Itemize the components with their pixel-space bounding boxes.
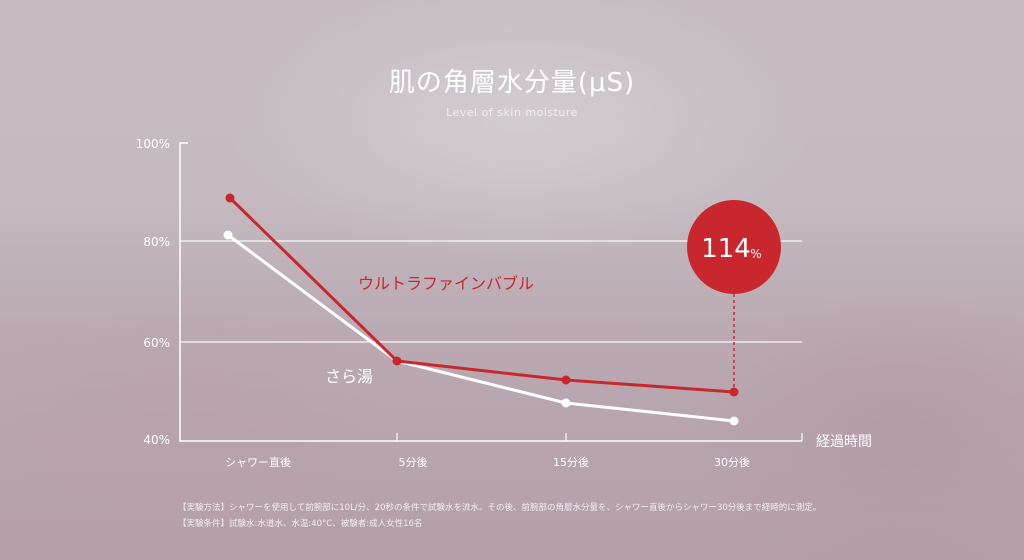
chart-subtitle: Level of skin moisture bbox=[446, 106, 578, 119]
x-tick-15min: 15分後 bbox=[553, 455, 589, 469]
series-label-sarayu: さら湯 bbox=[325, 367, 373, 386]
data-point bbox=[392, 356, 402, 366]
series-ultrafine-bubble bbox=[225, 193, 739, 397]
series-label-ultrafine: ウルトラファインバブル bbox=[358, 274, 534, 293]
y-tick-100: 100% bbox=[136, 137, 170, 151]
axes bbox=[179, 142, 803, 442]
data-point bbox=[561, 375, 571, 385]
y-axis-labels: 100% 80% 60% 40% bbox=[136, 137, 170, 447]
badge-value: 114 bbox=[701, 234, 751, 264]
chart-title: 肌の角層水分量(μS) bbox=[388, 68, 636, 98]
data-point bbox=[225, 193, 235, 203]
data-point bbox=[223, 230, 233, 240]
x-axis-title: 経過時間 bbox=[816, 434, 872, 450]
data-point bbox=[729, 416, 739, 426]
data-point bbox=[561, 398, 571, 408]
experiment-conditions-note: 【実験条件】試験水:水道水、水温:40°C、被験者:成人女性16名 bbox=[178, 519, 423, 529]
y-tick-40: 40% bbox=[143, 433, 170, 447]
y-tick-80: 80% bbox=[143, 235, 170, 249]
x-tick-immediately: シャワー直後 bbox=[225, 455, 291, 469]
y-tick-60: 60% bbox=[143, 336, 170, 350]
annotation-badge: 114 % bbox=[687, 200, 781, 294]
x-tick-5min: 5分後 bbox=[399, 455, 428, 469]
experiment-method-note: 【実験方法】シャワーを使用して前腕部に10L/分、20秒の条件で試験水を流水。そ… bbox=[178, 503, 822, 513]
series-sarayu bbox=[223, 230, 739, 426]
data-point bbox=[729, 387, 739, 397]
x-axis-labels: シャワー直後 5分後 15分後 30分後 経過時間 bbox=[225, 434, 872, 469]
x-tick-30min: 30分後 bbox=[714, 455, 750, 469]
badge-unit: % bbox=[750, 247, 761, 261]
